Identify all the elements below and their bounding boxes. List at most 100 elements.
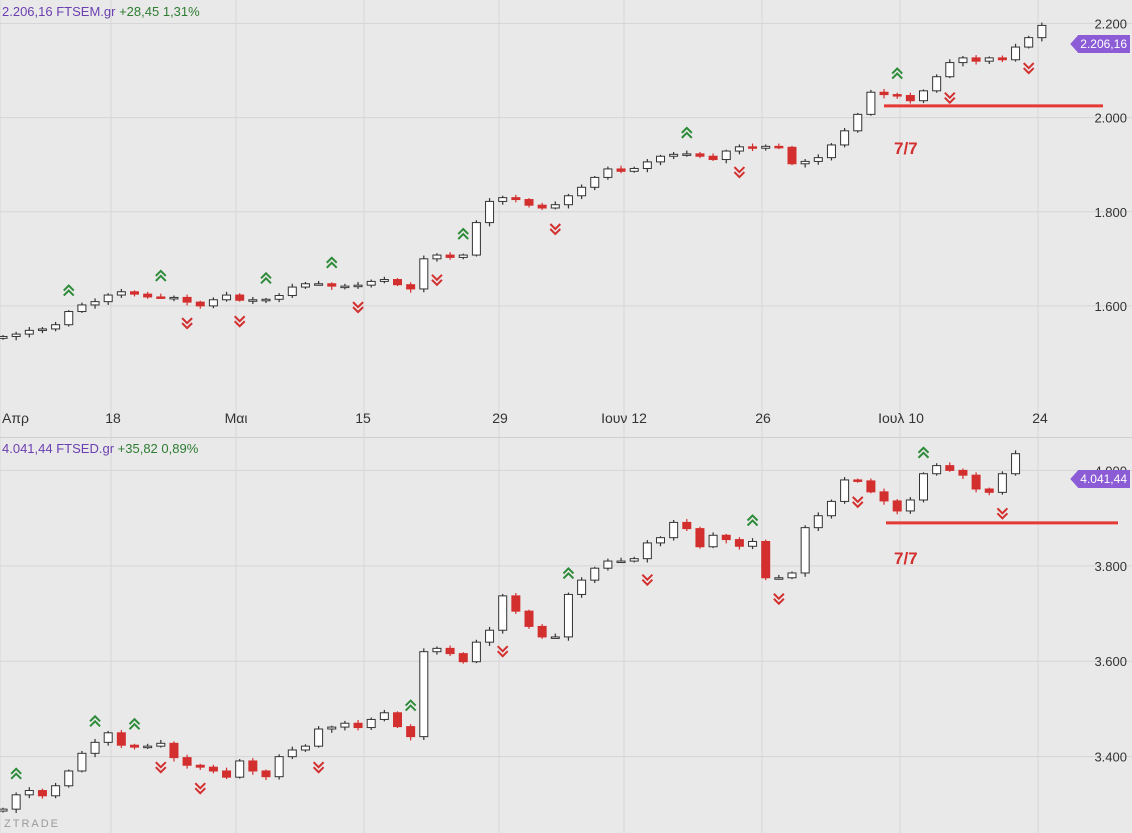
candle-body bbox=[879, 491, 889, 502]
candle-body bbox=[130, 744, 139, 748]
candle-body bbox=[905, 95, 915, 102]
candle-body bbox=[406, 284, 416, 290]
candle-body bbox=[393, 279, 402, 286]
candle-body bbox=[458, 254, 468, 258]
candle-body bbox=[919, 473, 928, 501]
candle-body bbox=[616, 168, 626, 172]
candle-body bbox=[11, 333, 21, 337]
y-tick-label: 2.000 bbox=[1094, 111, 1127, 126]
candle-body bbox=[563, 593, 573, 638]
candles bbox=[0, 450, 1021, 813]
x-tick-label: Ιουλ 10 bbox=[878, 410, 924, 426]
candle-body bbox=[261, 298, 271, 302]
sell-signal-icon bbox=[944, 91, 956, 105]
candle-body bbox=[656, 155, 665, 163]
candle-body bbox=[77, 304, 87, 313]
candle-body bbox=[682, 153, 692, 156]
candle-body bbox=[642, 542, 652, 560]
candle-body bbox=[997, 473, 1007, 493]
candle-body bbox=[761, 145, 771, 149]
candle-body bbox=[932, 465, 942, 475]
candle-body bbox=[471, 641, 481, 663]
candle-body bbox=[787, 146, 797, 165]
candle-body bbox=[1037, 24, 1047, 39]
candle-body bbox=[37, 790, 47, 797]
candle-body bbox=[577, 186, 587, 197]
sell-signal-icon bbox=[996, 507, 1009, 520]
candle-body bbox=[498, 197, 508, 202]
y-tick-label: 3.400 bbox=[1094, 750, 1127, 765]
candle-body bbox=[116, 291, 126, 296]
candle-body bbox=[800, 527, 810, 574]
candle-body bbox=[1024, 37, 1034, 48]
last-price-tag: 2.206,16 bbox=[1070, 35, 1130, 53]
candle-body bbox=[445, 254, 455, 258]
candle-body bbox=[208, 766, 218, 772]
x-tick-label: Ιουν 12 bbox=[601, 410, 647, 426]
sell-signal-icon bbox=[641, 573, 654, 587]
candle-body bbox=[287, 286, 297, 297]
candle-body bbox=[866, 91, 876, 115]
sell-signal-icon bbox=[773, 593, 785, 606]
candle-body bbox=[485, 629, 495, 643]
candle-body bbox=[945, 62, 955, 78]
candle-body bbox=[327, 283, 337, 287]
candle-body bbox=[143, 745, 153, 749]
candle-body bbox=[103, 732, 113, 743]
candle-body bbox=[577, 579, 587, 595]
candle-body bbox=[24, 790, 34, 796]
buy-signal-icon bbox=[63, 284, 75, 297]
candle-body bbox=[156, 742, 166, 747]
candle-body bbox=[406, 726, 416, 738]
candle-body bbox=[524, 199, 534, 206]
candle-body bbox=[0, 808, 8, 812]
candle-body bbox=[485, 200, 495, 224]
sell-signal-icon bbox=[496, 645, 509, 658]
candle-body bbox=[984, 57, 994, 62]
candle-body bbox=[853, 479, 863, 482]
x-tick-label: 18 bbox=[105, 410, 121, 426]
candle-body bbox=[379, 279, 389, 282]
panel-header: 2.206,16 FTSEM.gr +28,45 1,31% bbox=[2, 4, 200, 19]
candle-body bbox=[353, 284, 363, 288]
candle-body bbox=[445, 647, 455, 655]
candle-body bbox=[642, 161, 652, 169]
candle-body bbox=[458, 653, 468, 663]
candle-body bbox=[945, 465, 955, 471]
candle-body bbox=[143, 293, 153, 298]
y-tick-label: 1.800 bbox=[1094, 205, 1127, 220]
candle-body bbox=[24, 329, 34, 335]
buy-signal-icon bbox=[326, 256, 338, 269]
buy-signal-icon bbox=[260, 271, 272, 285]
candle-body bbox=[103, 294, 113, 303]
chart-panel-ftsed[interactable]: 4.041,44 FTSED.gr +35,82 0,89% 4.041,44 … bbox=[0, 437, 1132, 833]
x-tick-label: Απρ bbox=[2, 410, 29, 426]
candle-body bbox=[629, 167, 639, 172]
header-symbol: FTSEM.gr bbox=[56, 4, 116, 19]
chart-panel-ftsem[interactable]: 2.206,16 FTSEM.gr +28,45 1,31% 2.206,16 … bbox=[0, 0, 1132, 438]
candle-body bbox=[64, 311, 74, 326]
header-change-pct: 1,31% bbox=[162, 4, 200, 19]
candle-body bbox=[261, 770, 271, 778]
candle-body bbox=[708, 534, 718, 548]
candle-body bbox=[840, 479, 850, 502]
candle-body bbox=[550, 636, 560, 639]
candle-body bbox=[708, 155, 718, 161]
sell-signal-icon bbox=[1022, 62, 1035, 75]
sell-signal-icon bbox=[549, 223, 562, 236]
candle-body bbox=[222, 770, 232, 778]
candle-body bbox=[300, 745, 310, 751]
signal-markers bbox=[10, 446, 1009, 795]
candle-body bbox=[248, 760, 258, 772]
x-tick-label: 24 bbox=[1032, 410, 1048, 426]
candle-body bbox=[366, 280, 376, 286]
candle-body bbox=[130, 291, 139, 295]
x-tick-label: 29 bbox=[492, 410, 508, 426]
candle-body bbox=[432, 254, 442, 260]
candle-body bbox=[919, 90, 928, 102]
candle-body bbox=[1011, 46, 1021, 61]
candle-body bbox=[905, 499, 915, 512]
